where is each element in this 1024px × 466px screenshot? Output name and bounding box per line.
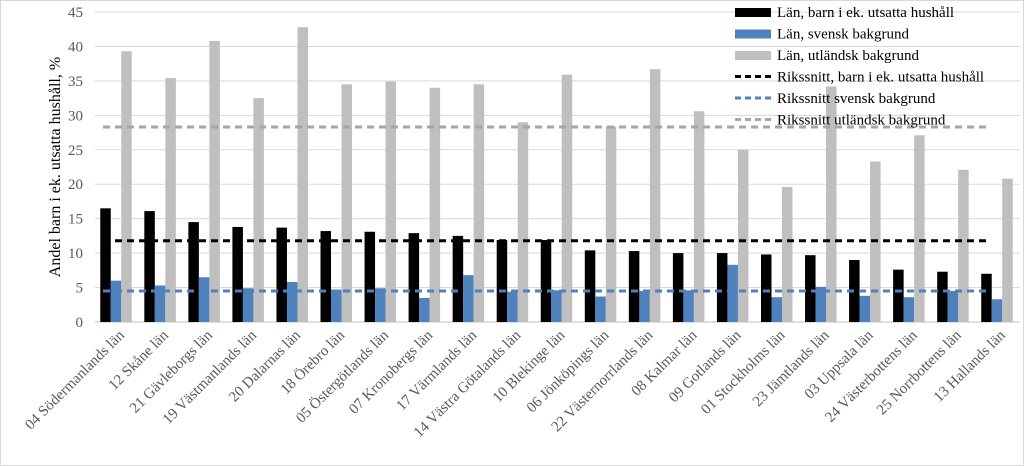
y-tick-label: 10 bbox=[68, 246, 83, 262]
legend-swatch bbox=[735, 8, 771, 17]
y-tick-label: 0 bbox=[76, 315, 84, 331]
y-tick-label: 40 bbox=[68, 39, 83, 55]
bar bbox=[628, 251, 640, 322]
bar bbox=[737, 149, 749, 322]
bar bbox=[760, 254, 772, 322]
bar bbox=[540, 240, 552, 322]
bar bbox=[100, 208, 111, 322]
bar bbox=[639, 291, 650, 322]
bar bbox=[584, 250, 596, 322]
bar bbox=[958, 169, 969, 322]
bar bbox=[473, 84, 485, 322]
legend: Län, barn i ek. utsatta hushåll Län, sven… bbox=[735, 5, 984, 129]
y-tick-label: 45 bbox=[68, 5, 83, 21]
bar bbox=[144, 211, 155, 322]
bar bbox=[242, 288, 254, 322]
bar bbox=[517, 122, 529, 322]
bar bbox=[849, 260, 860, 322]
bar bbox=[209, 40, 220, 322]
bar bbox=[561, 74, 573, 322]
y-tick-label: 30 bbox=[68, 108, 83, 124]
legend-label: Län, svensk bakgrund bbox=[777, 27, 910, 43]
bar bbox=[253, 98, 264, 322]
bar bbox=[551, 290, 562, 322]
bar bbox=[727, 264, 738, 322]
bar bbox=[683, 290, 694, 322]
bar bbox=[605, 126, 617, 322]
bar bbox=[914, 135, 925, 322]
bar bbox=[419, 297, 430, 322]
legend-label: Rikssnitt svensk bakgrund bbox=[777, 91, 936, 107]
y-tick-label: 15 bbox=[68, 212, 83, 228]
legend-swatch bbox=[735, 51, 771, 60]
bar bbox=[331, 289, 342, 322]
y-tick-label: 5 bbox=[76, 281, 84, 297]
bar bbox=[320, 231, 332, 322]
bar bbox=[693, 111, 705, 322]
bar bbox=[286, 282, 298, 322]
y-tick-label: 25 bbox=[68, 143, 83, 159]
legend-label: Län, barn i ek. utsatta hushåll bbox=[777, 5, 954, 21]
bar bbox=[649, 69, 661, 322]
bar bbox=[297, 27, 308, 323]
legend-label: Rikssnitt utländsk bakgrund bbox=[777, 113, 946, 129]
bar bbox=[859, 295, 871, 322]
bar bbox=[771, 297, 782, 322]
bar bbox=[507, 291, 518, 322]
reference-lines bbox=[103, 125, 990, 293]
bars bbox=[100, 27, 1013, 323]
bar bbox=[463, 275, 474, 322]
bar bbox=[429, 87, 441, 323]
y-tick-label: 20 bbox=[68, 177, 83, 193]
bar bbox=[154, 285, 166, 322]
bar bbox=[991, 299, 1003, 322]
bar bbox=[276, 227, 287, 322]
bar bbox=[937, 271, 948, 322]
legend-swatch bbox=[735, 29, 771, 39]
y-tick-label: 35 bbox=[68, 74, 83, 90]
bar bbox=[947, 291, 959, 322]
bar bbox=[826, 86, 837, 323]
y-axis-ticks: 0 5 10 15 20 25 30 35 40 45 bbox=[68, 5, 83, 331]
bar bbox=[165, 78, 176, 322]
bar bbox=[452, 235, 464, 322]
bar bbox=[805, 255, 816, 322]
bar bbox=[188, 222, 199, 322]
bar bbox=[672, 253, 684, 322]
bar bbox=[232, 226, 243, 322]
bar bbox=[385, 81, 397, 322]
bar bbox=[110, 280, 122, 322]
bar bbox=[341, 84, 353, 322]
bar bbox=[595, 296, 606, 322]
bar bbox=[496, 240, 508, 322]
bar bbox=[408, 233, 420, 322]
bar bbox=[815, 286, 827, 322]
bar bbox=[716, 253, 728, 322]
bar bbox=[1002, 178, 1013, 322]
y-axis-label: Andel barn i ek. utsatta hushåll, % bbox=[47, 57, 64, 277]
bar bbox=[121, 51, 132, 323]
bar bbox=[981, 273, 992, 322]
bar bbox=[198, 277, 210, 322]
bar bbox=[364, 231, 376, 322]
bar bbox=[375, 288, 386, 322]
bar bbox=[781, 186, 793, 322]
legend-label: Rikssnitt, barn i ek. utsatta hushåll bbox=[777, 70, 984, 86]
bar bbox=[903, 297, 915, 322]
bar bbox=[893, 269, 904, 322]
legend-label: Län, utländsk bakgrund bbox=[777, 48, 920, 64]
